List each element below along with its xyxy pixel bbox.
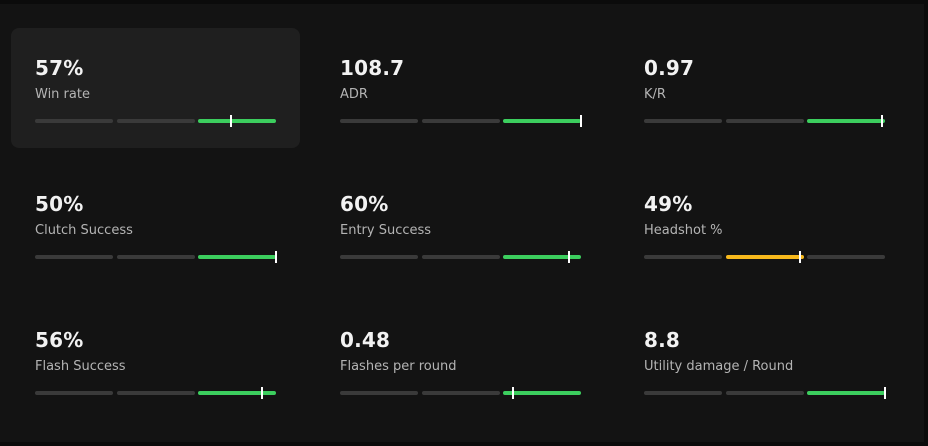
rating-bar: [340, 387, 581, 399]
rating-segment-3: [503, 119, 581, 123]
rating-segment-3: [198, 119, 276, 123]
rating-segment-3: [503, 255, 581, 259]
rating-segment-3: [198, 391, 276, 395]
stat-value: 57%: [35, 56, 84, 80]
rating-segment-2: [117, 119, 195, 123]
rating-segment-3: [807, 119, 885, 123]
stat-card-flash-success[interactable]: 56% Flash Success: [11, 300, 300, 420]
stats-grid: 57% Win rate 108.7 ADR 0.97 K/R 50% Clutch Succ…: [11, 28, 924, 434]
stat-label: Entry Success: [340, 223, 432, 238]
rating-marker: [880, 115, 883, 127]
rating-segment-3: [807, 391, 885, 395]
stat-label: Flash Success: [35, 359, 126, 374]
rating-marker: [512, 387, 515, 399]
stat-value: 8.8: [644, 328, 681, 352]
rating-segment-2: [726, 391, 804, 395]
rating-bar: [35, 115, 276, 127]
stat-value: 108.7: [340, 56, 405, 80]
rating-segment-2: [726, 119, 804, 123]
rating-bar: [340, 115, 582, 127]
stat-card-clutch-success[interactable]: 50% Clutch Success: [11, 164, 300, 284]
rating-segment-2: [117, 255, 195, 259]
stat-card-kr[interactable]: 0.97 K/R: [620, 28, 909, 148]
rating-segment-2: [422, 119, 500, 123]
rating-segment-3: [807, 255, 885, 259]
rating-bar: [644, 251, 885, 263]
stat-value: 49%: [644, 192, 693, 216]
stat-label: Headshot %: [644, 223, 723, 238]
stat-value: 50%: [35, 192, 84, 216]
rating-segment-3: [503, 391, 581, 395]
stat-value: 60%: [340, 192, 389, 216]
rating-marker: [229, 115, 232, 127]
stat-card-win-rate[interactable]: 57% Win rate: [11, 28, 300, 148]
rating-marker: [580, 115, 582, 127]
rating-segment-1: [35, 119, 113, 123]
stat-label: Win rate: [35, 87, 90, 102]
stat-value: 0.97: [644, 56, 695, 80]
stat-label: Clutch Success: [35, 223, 133, 238]
stat-label: Utility damage / Round: [644, 359, 794, 374]
rating-segment-2: [117, 391, 195, 395]
stat-label: Flashes per round: [340, 359, 457, 374]
stat-value: 56%: [35, 328, 84, 352]
rating-marker: [568, 251, 571, 263]
stat-label: K/R: [644, 87, 666, 102]
rating-bar: [35, 251, 277, 263]
stat-card-flashes-per-round[interactable]: 0.48 Flashes per round: [316, 300, 605, 420]
stat-card-headshot-pct[interactable]: 49% Headshot %: [620, 164, 909, 284]
rating-segment-1: [340, 391, 418, 395]
rating-segment-2: [726, 255, 804, 259]
stat-card-entry-success[interactable]: 60% Entry Success: [316, 164, 605, 284]
stats-panel: 57% Win rate 108.7 ADR 0.97 K/R 50% Clutch Succ…: [0, 4, 924, 442]
stat-card-utility-damage-round[interactable]: 8.8 Utility damage / Round: [620, 300, 909, 420]
rating-marker: [884, 387, 886, 399]
rating-bar: [35, 387, 276, 399]
rating-segment-3: [198, 255, 276, 259]
rating-segment-1: [644, 119, 722, 123]
rating-bar: [644, 387, 886, 399]
stat-value: 0.48: [340, 328, 391, 352]
rating-marker: [799, 251, 802, 263]
stat-label: ADR: [340, 87, 368, 102]
rating-bar: [340, 251, 581, 263]
rating-bar: [644, 115, 885, 127]
rating-marker: [275, 251, 277, 263]
rating-segment-1: [340, 255, 418, 259]
rating-marker: [260, 387, 263, 399]
rating-segment-1: [644, 255, 722, 259]
rating-segment-1: [644, 391, 722, 395]
rating-segment-1: [35, 255, 113, 259]
stat-card-adr[interactable]: 108.7 ADR: [316, 28, 605, 148]
rating-segment-1: [35, 391, 113, 395]
rating-segment-2: [422, 391, 500, 395]
rating-segment-2: [422, 255, 500, 259]
rating-segment-1: [340, 119, 418, 123]
